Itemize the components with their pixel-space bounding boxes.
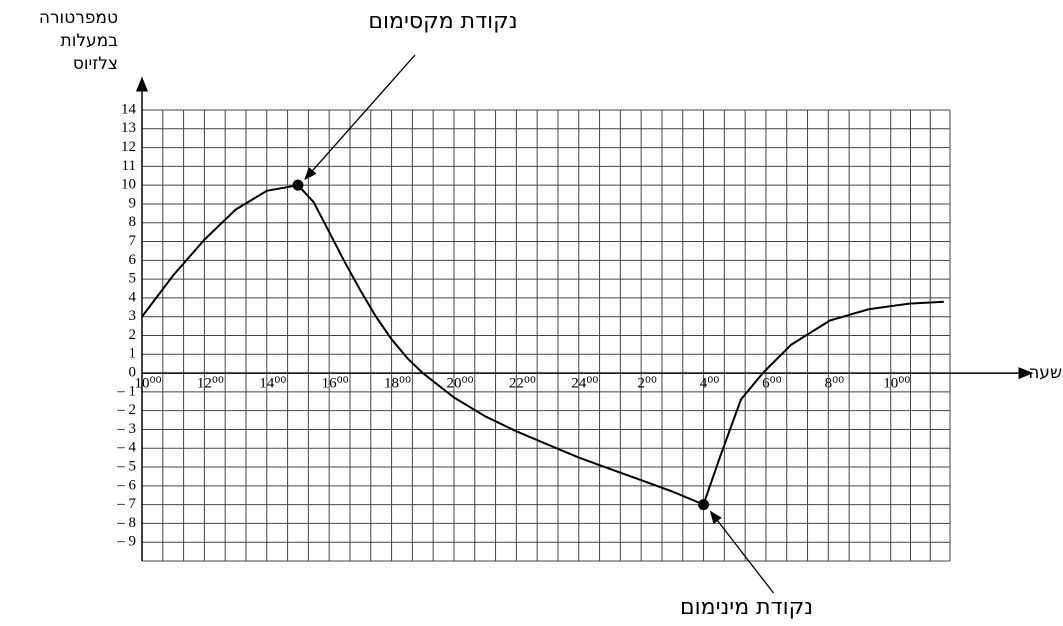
- y-tick-label: 5: [129, 271, 137, 287]
- y-tick-label: – 1: [116, 383, 136, 399]
- y-tick-label: – 8: [116, 515, 136, 531]
- x-tick-label: 4⁰⁰: [700, 376, 720, 392]
- y-tick-label: 12: [121, 139, 136, 155]
- x-tick-label: 24⁰⁰: [571, 376, 598, 392]
- marker: [698, 499, 710, 511]
- y-tick-label: – 7: [116, 496, 136, 512]
- y-tick-label: 7: [129, 233, 137, 249]
- x-tick-label: 8⁰⁰: [825, 376, 845, 392]
- y-tick-label: – 9: [116, 534, 136, 550]
- y-tick-label: 9: [129, 195, 137, 211]
- y-tick-label: 6: [129, 252, 137, 268]
- x-tick-label: 14⁰⁰: [259, 376, 286, 392]
- y-axis-label: במעלות: [61, 31, 119, 51]
- x-tick-label: 18⁰⁰: [384, 376, 411, 392]
- annotation: נקודת מינימום: [680, 595, 813, 620]
- y-tick-label: 2: [129, 327, 137, 343]
- x-tick-label: 10⁰⁰: [134, 376, 161, 392]
- marker: [292, 179, 304, 191]
- x-tick-label: 12⁰⁰: [197, 376, 224, 392]
- y-tick-label: 4: [129, 289, 137, 305]
- y-tick-label: 0: [129, 365, 137, 381]
- x-tick-label: 22⁰⁰: [509, 376, 536, 392]
- x-tick-label: 16⁰⁰: [322, 376, 349, 392]
- annotation-arrow: [709, 510, 775, 594]
- y-axis-label: טמפרטורה: [39, 8, 118, 28]
- line: [141, 184, 944, 506]
- y-tick-label: 3: [129, 308, 137, 324]
- x-axis-label: שעה: [1028, 363, 1062, 383]
- y-tick-label: – 2: [116, 402, 136, 418]
- x-tick-label: 20⁰⁰: [446, 376, 473, 392]
- y-tick-label: 11: [122, 158, 136, 174]
- y-axis-label: צלזיוס: [73, 54, 118, 74]
- x-tick-label: 10⁰⁰: [883, 376, 910, 392]
- x-tick-label: 6⁰⁰: [762, 376, 782, 392]
- annotation-arrow: [304, 54, 416, 181]
- x-tick-label: 2⁰⁰: [637, 376, 657, 392]
- y-tick-label: – 3: [116, 421, 136, 437]
- y-tick-label: 14: [121, 101, 137, 117]
- annotation: נקודת מקסימום: [368, 9, 517, 34]
- y-tick-label: – 6: [116, 477, 136, 493]
- y-tick-label: 1: [129, 346, 137, 362]
- y-tick-label: 13: [121, 120, 136, 136]
- y-tick-label: – 4: [116, 440, 136, 456]
- y-tick-label: – 5: [116, 458, 136, 474]
- y-tick-label: 8: [129, 214, 137, 230]
- y-tick-label: 10: [121, 177, 136, 193]
